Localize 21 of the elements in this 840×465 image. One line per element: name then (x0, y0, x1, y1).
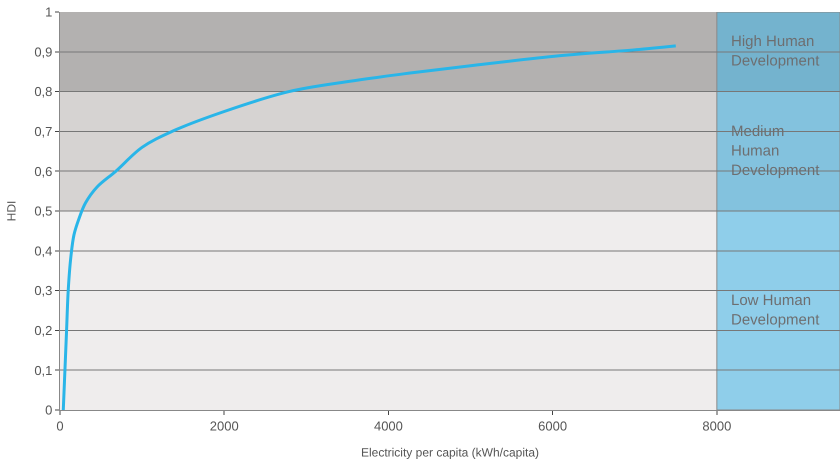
y-tick-label: 0,7 (34, 124, 52, 139)
y-tick-label: 0,3 (34, 283, 52, 298)
y-tick-label: 0,9 (34, 44, 52, 60)
y-tick-label: 0,2 (34, 322, 52, 338)
y-tick-label: 0 (45, 402, 52, 418)
x-tick-label: 6000 (538, 418, 568, 434)
x-tick-label: 0 (56, 418, 64, 434)
band-label: High Human Development (731, 33, 820, 70)
y-tick-label: 0,1 (34, 362, 52, 378)
band-label: Low Human Development (731, 292, 820, 328)
y-tick-label: 0,4 (34, 243, 52, 258)
line-series (62, 44, 678, 410)
y-axis-title: HDI (4, 200, 19, 222)
y-tick-label: 0,5 (34, 204, 52, 219)
x-tick-label: 8000 (702, 418, 732, 434)
y-tick-label: 1 (45, 4, 52, 20)
y-tick-label: 0,8 (34, 84, 52, 100)
x-tick-label: 4000 (374, 418, 403, 434)
y-tick-label: 0,6 (34, 164, 52, 179)
x-tick-label: 2000 (210, 418, 239, 434)
x-axis-title: Electricity per capita (kWh/capita) (360, 446, 540, 460)
